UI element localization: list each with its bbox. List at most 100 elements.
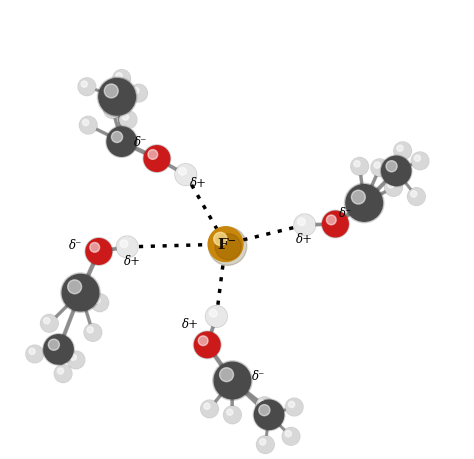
Circle shape [289,401,295,408]
Circle shape [111,131,123,142]
Circle shape [85,238,113,265]
Circle shape [148,150,158,159]
Circle shape [371,159,389,177]
Text: δ+: δ+ [124,255,141,268]
Circle shape [394,143,411,159]
Circle shape [224,407,241,423]
Circle shape [381,155,412,187]
Circle shape [414,155,420,162]
Circle shape [206,306,227,326]
Circle shape [374,162,380,168]
Text: δ+: δ+ [296,233,313,246]
Text: δ⁻: δ⁻ [134,136,147,149]
Circle shape [106,126,137,157]
Circle shape [214,232,227,246]
Circle shape [43,334,74,365]
Circle shape [78,78,96,95]
Circle shape [283,428,299,445]
Circle shape [346,185,383,221]
Circle shape [55,365,72,382]
Circle shape [298,218,305,225]
Circle shape [97,77,137,117]
Circle shape [91,295,108,311]
Circle shape [257,437,273,453]
Circle shape [80,117,97,134]
Circle shape [68,352,84,368]
Circle shape [104,101,121,118]
Circle shape [41,315,58,331]
Circle shape [44,318,50,324]
Circle shape [91,294,109,312]
Circle shape [62,274,99,311]
Circle shape [198,336,208,346]
Circle shape [260,439,266,445]
Circle shape [411,152,429,170]
Circle shape [351,158,368,174]
Circle shape [179,168,186,175]
Circle shape [68,280,82,294]
Circle shape [256,436,274,453]
Circle shape [54,365,72,382]
Circle shape [384,179,402,196]
Circle shape [282,427,300,445]
Circle shape [253,399,285,431]
Circle shape [27,346,43,362]
Circle shape [327,215,336,225]
Circle shape [286,399,302,415]
Text: δ+: δ+ [182,318,199,331]
Circle shape [70,354,76,360]
Circle shape [204,403,210,409]
Circle shape [224,406,241,424]
Circle shape [209,227,247,265]
Circle shape [117,237,137,257]
Circle shape [294,214,316,236]
Circle shape [227,409,233,415]
Text: δ⁻: δ⁻ [69,239,82,252]
Circle shape [79,116,97,134]
Circle shape [143,145,171,173]
Text: δ⁻: δ⁻ [252,370,265,383]
Circle shape [120,240,128,247]
Circle shape [214,362,251,399]
Circle shape [201,400,219,418]
Circle shape [256,397,273,414]
Circle shape [394,142,411,160]
Circle shape [122,114,128,120]
Circle shape [84,324,102,341]
Circle shape [87,327,93,333]
Circle shape [104,84,118,98]
Circle shape [116,236,138,258]
Circle shape [44,335,73,364]
Circle shape [113,70,130,87]
Circle shape [285,398,303,416]
Circle shape [345,183,384,223]
Text: δ+: δ+ [190,177,207,190]
Circle shape [130,84,147,102]
Circle shape [61,273,100,313]
Circle shape [193,331,221,358]
Circle shape [94,297,100,303]
Circle shape [219,368,234,381]
Circle shape [107,127,137,156]
Circle shape [351,157,369,175]
Circle shape [130,85,147,101]
Circle shape [26,345,44,363]
Circle shape [408,188,425,206]
Circle shape [321,210,349,238]
Circle shape [201,401,218,417]
Circle shape [410,191,417,197]
Circle shape [81,81,87,87]
Circle shape [107,104,113,110]
Circle shape [176,164,196,185]
Circle shape [82,119,89,126]
Circle shape [412,153,428,169]
Circle shape [206,306,227,327]
Circle shape [397,145,403,151]
Circle shape [113,70,130,87]
Circle shape [57,368,64,374]
Circle shape [208,227,243,262]
Circle shape [323,211,348,237]
Circle shape [133,87,139,94]
Circle shape [408,188,425,205]
Circle shape [215,234,241,260]
